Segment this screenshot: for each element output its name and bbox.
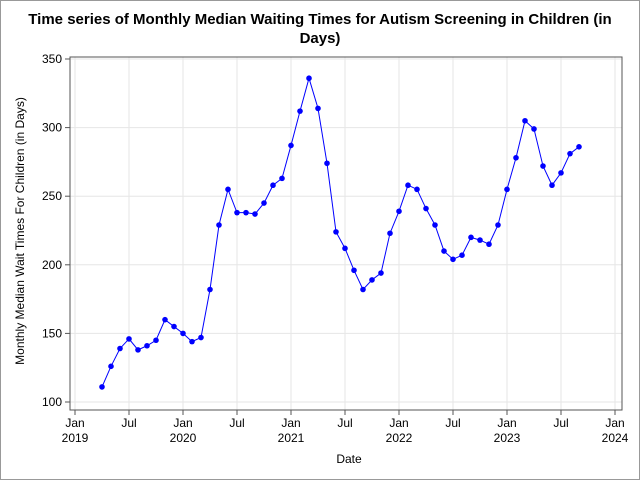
y-tick-label: 150 (42, 326, 62, 340)
marker (360, 286, 366, 293)
marker (234, 209, 240, 216)
marker (315, 105, 321, 112)
x-tick-label: Jan 2024 (602, 416, 629, 445)
marker (495, 222, 501, 228)
marker (108, 363, 114, 370)
marker (261, 200, 267, 206)
marker (162, 316, 168, 323)
marker (135, 347, 141, 353)
y-tick-label: 350 (42, 52, 62, 66)
marker (252, 211, 258, 217)
marker (558, 170, 564, 176)
marker (297, 108, 303, 114)
marker (423, 205, 429, 212)
marker (396, 208, 402, 215)
y-tick-label: 200 (42, 258, 62, 272)
y-tick-label: 250 (42, 189, 62, 203)
marker (324, 160, 330, 167)
marker (549, 182, 555, 189)
x-tick-label: Jan 2019 (62, 416, 89, 445)
marker (153, 337, 159, 344)
marker (333, 229, 339, 235)
x-tick-label: Jul (121, 416, 136, 430)
marker (207, 286, 213, 293)
marker (342, 245, 348, 252)
x-tick-label: Jan 2022 (386, 416, 413, 445)
marker (387, 230, 393, 237)
chart-title: Time series of Monthly Median Waiting Ti… (28, 11, 612, 47)
marker (486, 241, 492, 248)
marker (180, 330, 186, 337)
plot-frame (69, 56, 623, 411)
marker (540, 163, 546, 169)
marker (477, 237, 483, 243)
marker (243, 209, 249, 216)
marker (378, 270, 384, 276)
x-tick-label: Jan 2020 (170, 416, 197, 445)
marker (225, 186, 231, 193)
y-axis-label: Monthly Median Wait Times For Children (… (13, 97, 27, 365)
marker (126, 336, 132, 342)
marker (414, 186, 420, 193)
y-tick-label: 300 (42, 121, 62, 135)
marker (567, 150, 573, 157)
marker (504, 186, 510, 193)
x-tick-label: Jul (337, 416, 352, 430)
marker (216, 222, 222, 228)
marker (531, 126, 537, 132)
marker (405, 182, 411, 189)
marker (369, 277, 375, 283)
marker (441, 248, 447, 254)
marker (468, 234, 474, 241)
marker (198, 334, 204, 341)
marker (99, 384, 105, 390)
y-tick-label: 100 (42, 395, 62, 409)
marker (270, 182, 276, 189)
marker (450, 256, 456, 263)
marker (459, 252, 465, 258)
x-tick-label: Jul (553, 416, 568, 430)
x-tick-label: Jan 2023 (494, 416, 521, 445)
marker (117, 345, 123, 352)
marker (432, 222, 438, 228)
marker (171, 323, 177, 330)
marker (576, 144, 582, 150)
marker (279, 175, 285, 182)
marker (513, 154, 519, 161)
x-tick-label: Jul (445, 416, 460, 430)
marker (522, 117, 528, 124)
marker (351, 267, 357, 274)
marker (288, 142, 294, 149)
marker (144, 342, 150, 349)
x-tick-label: Jul (229, 416, 244, 430)
x-tick-label: Jan 2021 (278, 416, 305, 445)
marker (306, 75, 312, 82)
x-axis-label: Date (336, 452, 362, 466)
marker (189, 338, 195, 345)
